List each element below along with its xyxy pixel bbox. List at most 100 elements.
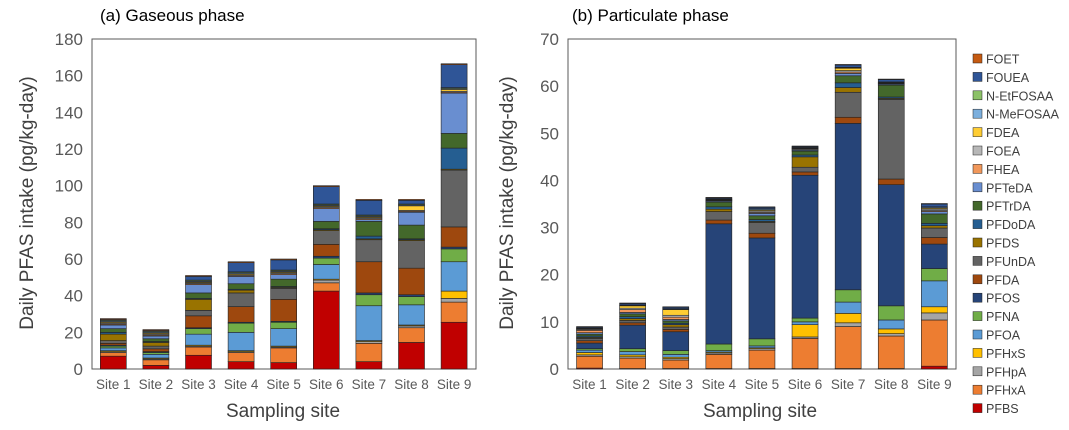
bar-segment-pfdoda bbox=[356, 236, 382, 239]
bar-segment-pfna bbox=[313, 258, 339, 264]
bar-segment-pfdoda bbox=[441, 148, 467, 169]
y-tick-label: 40 bbox=[540, 171, 559, 190]
bar-segment-pfhxa bbox=[921, 320, 947, 366]
bar-segment-pftrda bbox=[228, 284, 254, 290]
bar-segment-pftrda bbox=[878, 85, 904, 97]
bar-segment-pfda bbox=[228, 307, 254, 323]
x-tick-label: Site 6 bbox=[309, 377, 344, 392]
legend-swatch bbox=[973, 164, 982, 173]
y-tick-label: 160 bbox=[55, 67, 83, 86]
bar-segment-pfhxs bbox=[792, 325, 818, 337]
bar-segment-pfoa bbox=[921, 281, 947, 307]
bar-segment-pftrda bbox=[356, 221, 382, 236]
bar-segment-pfda bbox=[271, 299, 297, 321]
bar-segment-pfda bbox=[706, 220, 732, 224]
legend-swatch bbox=[973, 238, 982, 247]
legend-swatch bbox=[973, 183, 982, 192]
legend-swatch bbox=[973, 348, 982, 357]
bar-segment-pfos bbox=[577, 343, 603, 349]
bar-segment-fhea bbox=[663, 317, 689, 319]
bar-segment-pfna bbox=[399, 297, 425, 305]
chart-b-xlabel: Sampling site bbox=[703, 401, 817, 422]
legend-label: PFHxS bbox=[986, 347, 1026, 361]
bar-segment-pfunda bbox=[792, 167, 818, 172]
y-tick-label: 60 bbox=[64, 250, 83, 269]
x-tick-label: Site 5 bbox=[266, 377, 301, 392]
bar-segment-pfoa bbox=[228, 332, 254, 350]
chart-b-title: (b) Particulate phase bbox=[572, 6, 729, 25]
bar-segment-fdea bbox=[835, 68, 861, 70]
x-tick-label: Site 2 bbox=[615, 377, 650, 392]
legend-label: FOEA bbox=[986, 145, 1021, 159]
x-tick-label: Site 9 bbox=[437, 377, 472, 392]
bar-segment-pfna bbox=[356, 295, 382, 306]
bar-segment-pftrda bbox=[663, 321, 689, 323]
legend-label: FHEA bbox=[986, 163, 1020, 177]
legend-swatch bbox=[973, 201, 982, 210]
bar-segment-pfna bbox=[620, 349, 646, 352]
bar-segment-pftrda bbox=[620, 314, 646, 317]
bar-segment-pfunda bbox=[835, 92, 861, 117]
bar-segment-pfunda bbox=[143, 346, 169, 349]
bar-segment-fdea bbox=[620, 306, 646, 308]
bar-segment-pfunda bbox=[706, 212, 732, 220]
bar-segment-pfhpa bbox=[921, 313, 947, 320]
bar-segment-pfhxs bbox=[441, 291, 467, 298]
bar-segment-pfdoda bbox=[835, 83, 861, 88]
bar-segment-pfna bbox=[878, 306, 904, 320]
y-tick-label: 100 bbox=[55, 177, 83, 196]
bar-segment-pfda bbox=[792, 172, 818, 175]
bar-segment-pftrda bbox=[921, 214, 947, 223]
bar-segment-pfos bbox=[749, 238, 775, 339]
bar-segment-pfoa bbox=[313, 265, 339, 280]
bar-segment-pftrda bbox=[313, 221, 339, 228]
bar-segment-pfoa bbox=[663, 354, 689, 357]
legend-label: PFHxA bbox=[986, 384, 1026, 398]
bar-segment-pfos bbox=[921, 244, 947, 269]
bar-segment-pfunda bbox=[921, 228, 947, 237]
legend-label: FOUEA bbox=[986, 71, 1030, 85]
bar-segment-fdea bbox=[399, 206, 425, 211]
y-tick-label: 70 bbox=[540, 30, 559, 49]
legend-label: PFTeDA bbox=[986, 181, 1033, 195]
legend-label: PFOA bbox=[986, 329, 1021, 343]
bar-segment-pfoa bbox=[441, 262, 467, 291]
bar-segment-pfteda bbox=[835, 73, 861, 75]
bar-segment-pfbs bbox=[186, 355, 212, 369]
bar-segment-fouea bbox=[356, 200, 382, 215]
bar-segment-foet bbox=[441, 64, 467, 65]
bar-segment-pfda bbox=[749, 233, 775, 238]
bar-segment-pfteda bbox=[186, 285, 212, 293]
bar-segment-pfna bbox=[792, 318, 818, 322]
bar-segment-pfteda bbox=[313, 209, 339, 222]
bar-segment-pfda bbox=[143, 349, 169, 352]
bar-segment-foet bbox=[143, 330, 169, 331]
bar-segment-pfbs bbox=[271, 363, 297, 369]
x-tick-label: Site 3 bbox=[181, 377, 216, 392]
bar-segment-pfhxa bbox=[577, 356, 603, 368]
bar-segment-pfteda bbox=[228, 276, 254, 283]
legend-swatch bbox=[973, 367, 982, 376]
bar-segment-pfhpa bbox=[835, 323, 861, 327]
bar-segment-pfda bbox=[186, 316, 212, 328]
bar-segment-pftrda bbox=[143, 339, 169, 342]
bar-segment-pftrda bbox=[441, 133, 467, 148]
bar-segment-pfoa bbox=[271, 329, 297, 346]
bar-segment-pfhxa bbox=[356, 343, 382, 361]
bar-segment-pfteda bbox=[271, 275, 297, 280]
bar-segment-foet bbox=[271, 259, 297, 260]
bar-segment-fdea bbox=[663, 310, 689, 316]
bar-segment-fouea bbox=[186, 276, 212, 280]
bar-segment-pfhxa bbox=[271, 348, 297, 363]
bar-segment-pfda bbox=[441, 227, 467, 247]
bar-segment-pfdoda bbox=[921, 223, 947, 225]
bar-segment-pfda bbox=[878, 179, 904, 185]
bar-segment-pfteda bbox=[441, 93, 467, 133]
y-tick-label: 40 bbox=[64, 287, 83, 306]
legend-swatch bbox=[973, 293, 982, 302]
bar-segment-pfds bbox=[228, 290, 254, 293]
bar-segment-pfds bbox=[186, 299, 212, 310]
